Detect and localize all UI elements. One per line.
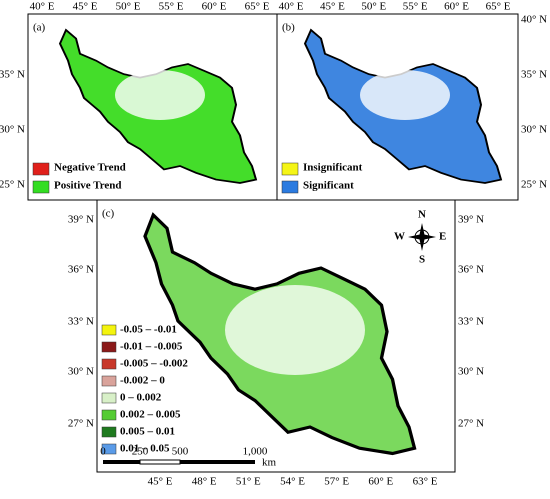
right-label: 33° N bbox=[458, 316, 484, 328]
legend-label: -0.01 – -0.005 bbox=[120, 341, 183, 353]
top-label: 65° E bbox=[245, 1, 270, 13]
top-label: 40° E bbox=[30, 1, 55, 13]
top-label: 50° E bbox=[116, 1, 141, 13]
legend-label: 0.002 – 0.005 bbox=[120, 409, 181, 421]
right-label: 30° N bbox=[521, 124, 547, 136]
legend-swatch bbox=[101, 358, 117, 370]
right-label: 30° N bbox=[458, 366, 484, 378]
legend-swatch bbox=[101, 341, 117, 353]
bottom-label: 57° E bbox=[324, 476, 349, 488]
legend-swatch bbox=[101, 324, 117, 336]
compass-east: E bbox=[439, 231, 446, 243]
legend-swatch bbox=[32, 180, 50, 194]
top-label: 55° E bbox=[403, 1, 428, 13]
legend-label: 0 – 0.002 bbox=[120, 392, 162, 404]
top-label: 60° E bbox=[444, 1, 469, 13]
top-label: 40° E bbox=[279, 1, 304, 13]
left-label: 30° N bbox=[68, 366, 94, 378]
right-label: 36° N bbox=[458, 264, 484, 276]
scale-label: 0 bbox=[100, 446, 106, 458]
scale-label: 500 bbox=[172, 446, 189, 458]
left-label: 30° N bbox=[0, 124, 25, 136]
compass-north: N bbox=[418, 209, 426, 221]
legend-label: Insignificant bbox=[303, 162, 363, 174]
panel-label: (b) bbox=[282, 22, 295, 34]
legend-label: -0.05 – -0.01 bbox=[120, 324, 177, 336]
legend-label: 0.005 – 0.01 bbox=[120, 426, 175, 438]
right-label: 40° N bbox=[521, 14, 547, 26]
legend-label: -0.005 – -0.002 bbox=[120, 358, 188, 370]
map-b-texture bbox=[360, 70, 450, 120]
legend-label: 0.01 – 0.05 bbox=[120, 443, 170, 455]
panel-label: (c) bbox=[102, 208, 115, 220]
left-label: 35° N bbox=[0, 69, 25, 81]
left-label: 36° N bbox=[68, 264, 94, 276]
left-label: 27° N bbox=[68, 418, 94, 430]
bottom-label: 45° E bbox=[148, 476, 173, 488]
scale-label: 250 bbox=[132, 446, 149, 458]
right-label: 39° N bbox=[458, 214, 484, 226]
top-label: 50° E bbox=[361, 1, 386, 13]
compass-west: W bbox=[394, 231, 405, 243]
bottom-label: 63° E bbox=[413, 476, 438, 488]
top-label: 45° E bbox=[320, 1, 345, 13]
legend-label: Negative Trend bbox=[54, 162, 126, 174]
scale-bar bbox=[103, 459, 255, 465]
legend-swatch bbox=[281, 162, 299, 176]
legend-swatch bbox=[32, 162, 50, 176]
legend-swatch bbox=[101, 375, 117, 387]
map-c-texture bbox=[225, 285, 365, 375]
compass bbox=[408, 223, 436, 251]
top-label: 60° E bbox=[202, 1, 227, 13]
map-a-texture bbox=[115, 70, 205, 120]
bottom-label: 48° E bbox=[192, 476, 217, 488]
left-label: 25° N bbox=[0, 179, 25, 191]
legend-label: Significant bbox=[303, 180, 354, 192]
top-label: 45° E bbox=[73, 1, 98, 13]
legend-label: Positive Trend bbox=[54, 180, 122, 192]
legend-swatch bbox=[281, 180, 299, 194]
left-label: 39° N bbox=[68, 214, 94, 226]
left-label: 33° N bbox=[68, 316, 94, 328]
right-label: 35° N bbox=[521, 69, 547, 81]
right-label: 25° N bbox=[521, 179, 547, 191]
scale-unit: km bbox=[262, 457, 277, 469]
scale-label: 1,000 bbox=[243, 446, 268, 458]
right-label: 27° N bbox=[458, 418, 484, 430]
legend-swatch bbox=[101, 409, 117, 421]
bottom-label: 54° E bbox=[280, 476, 305, 488]
top-label: 65° E bbox=[486, 1, 511, 13]
bottom-label: 51° E bbox=[236, 476, 261, 488]
bottom-label: 60° E bbox=[368, 476, 393, 488]
legend-swatch bbox=[101, 426, 117, 438]
legend-label: -0.002 – 0 bbox=[120, 375, 165, 387]
panel-label: (a) bbox=[33, 22, 46, 34]
legend-swatch bbox=[101, 392, 117, 404]
top-label: 55° E bbox=[159, 1, 184, 13]
legend-swatch bbox=[101, 443, 117, 455]
compass-south: S bbox=[419, 254, 425, 266]
